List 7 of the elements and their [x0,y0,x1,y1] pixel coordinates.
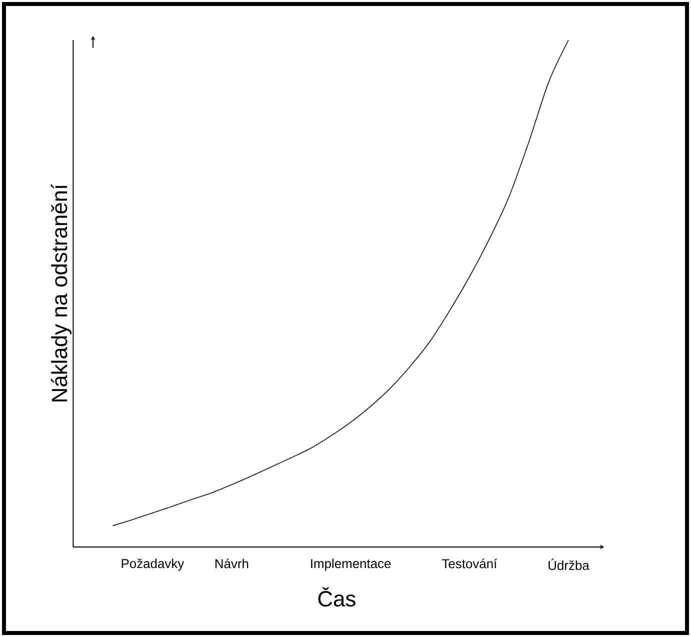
x-tick-label: Údržba [548,558,590,570]
x-tick-label: Požadavky [122,558,184,571]
x-axis-title: Čas [318,587,356,607]
x-tick-label: Implementace [311,558,391,571]
y-axis-title: Náklady na odstranění [50,184,72,402]
x-tick-label: Testování [442,558,498,568]
x-tick-label: Návrh [215,558,248,568]
